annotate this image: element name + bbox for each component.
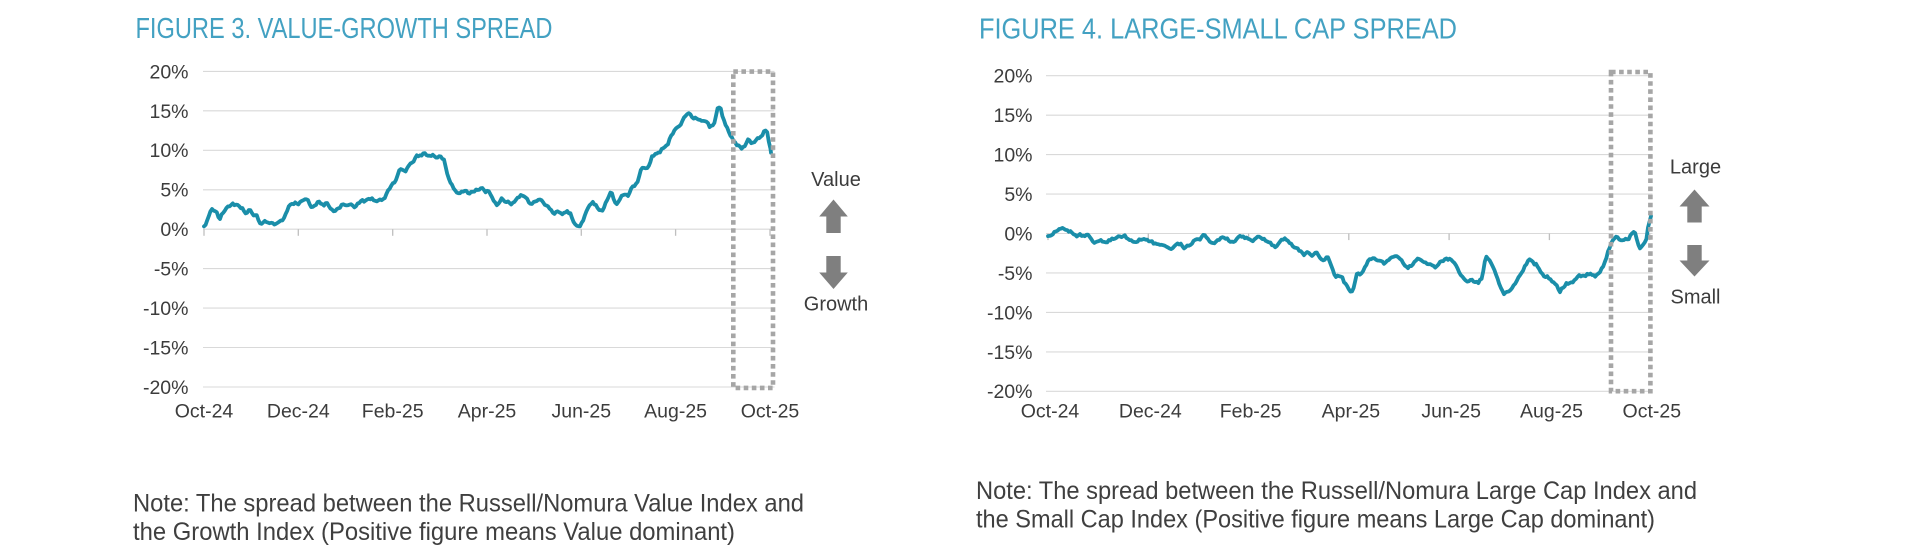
svg-text:the Small Cap Index (Positive: the Small Cap Index (Positive figure mea… xyxy=(976,505,1655,533)
svg-text:Aug-25: Aug-25 xyxy=(644,401,707,423)
svg-text:Dec-24: Dec-24 xyxy=(1119,401,1182,423)
svg-text:-5%: -5% xyxy=(998,263,1033,285)
svg-text:Jun-25: Jun-25 xyxy=(1421,401,1481,423)
svg-text:-10%: -10% xyxy=(987,302,1033,324)
svg-text:Note: The spread between the R: Note: The spread between the Russell/Nom… xyxy=(133,490,804,518)
svg-text:-10%: -10% xyxy=(143,298,189,320)
svg-text:15%: 15% xyxy=(993,105,1032,127)
svg-text:Aug-25: Aug-25 xyxy=(1520,401,1583,423)
svg-text:Apr-25: Apr-25 xyxy=(1322,401,1381,423)
svg-text:5%: 5% xyxy=(160,180,188,202)
svg-text:Oct-24: Oct-24 xyxy=(1021,401,1080,423)
svg-text:Feb-25: Feb-25 xyxy=(1220,401,1282,423)
svg-text:20%: 20% xyxy=(993,66,1032,88)
svg-text:-15%: -15% xyxy=(987,342,1033,364)
svg-text:20%: 20% xyxy=(149,61,188,83)
svg-text:Feb-25: Feb-25 xyxy=(362,401,424,423)
svg-text:FIGURE 3. VALUE-GROWTH SPREAD: FIGURE 3. VALUE-GROWTH SPREAD xyxy=(136,13,553,45)
svg-text:the Growth Index (Positive fig: the Growth Index (Positive figure means … xyxy=(133,518,735,546)
svg-text:-15%: -15% xyxy=(143,337,189,359)
svg-text:0%: 0% xyxy=(1004,223,1032,245)
svg-text:5%: 5% xyxy=(1004,184,1032,206)
svg-text:Value: Value xyxy=(811,169,861,191)
svg-text:Apr-25: Apr-25 xyxy=(458,401,517,423)
svg-text:Jun-25: Jun-25 xyxy=(551,401,611,423)
svg-text:10%: 10% xyxy=(149,140,188,162)
svg-text:Dec-24: Dec-24 xyxy=(267,401,330,423)
svg-text:Note: The spread between the R: Note: The spread between the Russell/Nom… xyxy=(976,477,1697,505)
svg-text:15%: 15% xyxy=(149,101,188,123)
svg-text:-20%: -20% xyxy=(143,377,189,399)
svg-text:FIGURE 4. LARGE-SMALL CAP SPRE: FIGURE 4. LARGE-SMALL CAP SPREAD xyxy=(979,13,1457,45)
svg-text:0%: 0% xyxy=(160,219,188,241)
svg-text:Oct-25: Oct-25 xyxy=(1623,401,1682,423)
svg-text:10%: 10% xyxy=(993,145,1032,167)
svg-text:Oct-25: Oct-25 xyxy=(741,401,800,423)
svg-text:Growth: Growth xyxy=(804,294,868,316)
svg-text:Large: Large xyxy=(1670,157,1721,179)
svg-text:Oct-24: Oct-24 xyxy=(175,401,234,423)
svg-text:Small: Small xyxy=(1670,286,1720,308)
svg-text:-20%: -20% xyxy=(987,381,1033,403)
svg-text:-5%: -5% xyxy=(154,259,189,281)
